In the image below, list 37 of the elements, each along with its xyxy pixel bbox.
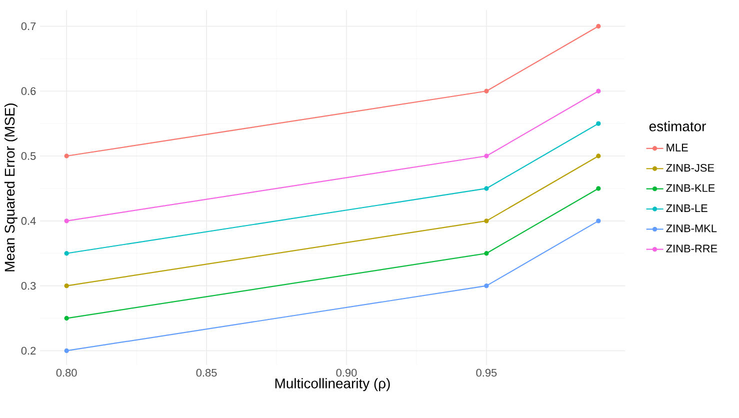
x-axis-title: Multicollinearity (ρ)	[275, 378, 390, 392]
y-tick-label: 0.7	[21, 22, 36, 30]
legend-label: ZINB-JSE	[666, 164, 714, 172]
point	[64, 154, 69, 158]
point	[484, 154, 489, 158]
point	[484, 283, 489, 288]
point	[64, 348, 69, 354]
point	[484, 251, 489, 256]
x-tick-label: 0.95	[476, 368, 497, 377]
y-tick-label: 0.2	[21, 346, 36, 355]
x-tick-label: 0.90	[336, 368, 357, 377]
point	[64, 218, 69, 224]
point	[484, 88, 489, 94]
y-tick-label: 0.6	[21, 87, 36, 95]
legend-label: ZINB-MKL	[666, 224, 717, 232]
x-tick-label: 0.80	[56, 368, 77, 377]
point	[596, 88, 601, 94]
point	[484, 186, 489, 191]
y-axis-title: Mean Squared Error (MSE)	[4, 104, 18, 272]
x-tick-label: 0.85	[196, 368, 217, 377]
legend-title: estimator	[649, 121, 706, 132]
legend-label: ZINB-LE	[666, 204, 708, 212]
y-tick-label: 0.3	[21, 282, 36, 290]
y-tick-label: 0.4	[21, 217, 36, 225]
legend-label: MLE	[666, 144, 688, 152]
point	[596, 24, 601, 29]
legend-label: ZINB-RRE	[666, 244, 718, 252]
point	[596, 154, 601, 158]
point	[596, 186, 601, 191]
point	[64, 283, 69, 288]
point	[64, 251, 69, 256]
y-tick-label: 0.5	[21, 152, 36, 160]
point	[64, 316, 69, 321]
legend-label: ZINB-KLE	[666, 184, 715, 192]
point	[596, 121, 601, 126]
point	[596, 218, 601, 224]
point	[484, 218, 489, 224]
